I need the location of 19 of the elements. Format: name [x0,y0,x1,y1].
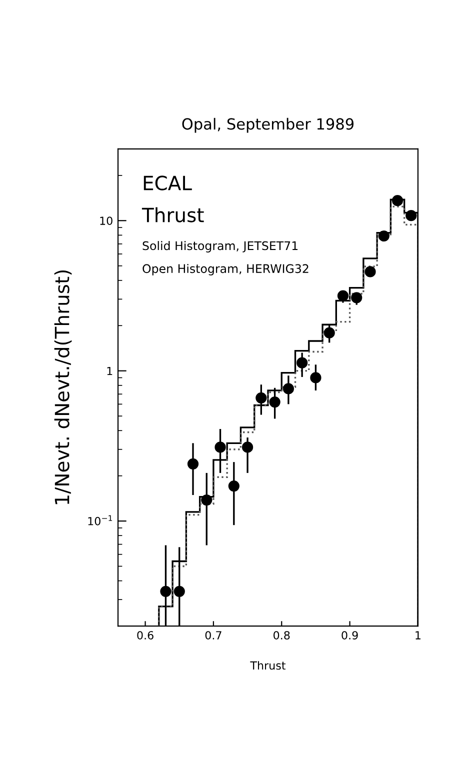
x-tick-label: 1 [416,631,420,640]
x-tick-label: 0.8 [274,631,290,640]
point [364,266,376,278]
annotation: Thrust [142,207,204,222]
x-tick-label: 0.7 [205,631,222,640]
y-tick-label: 10 [100,216,112,226]
y-tick-label: 10$^{−1}$ [88,515,112,526]
y-axis-title: 1/Nevt. dNevt./d(Thrust) [54,270,72,504]
y-tick-label: 1 [107,366,112,376]
annotation: Open Histogram, HERWIG32 [142,264,308,276]
annotation: ECAL [144,176,192,190]
x-axis-title: Thrust [250,661,286,670]
point [378,230,390,242]
annotation: Solid Histogram, JETSET71 [142,241,298,252]
chart-title: Opal, September 1989 [182,118,354,133]
point [406,210,417,222]
x-tick-label: 0.6 [137,631,154,640]
point [392,195,404,206]
x-tick-label: 0.9 [342,631,358,640]
